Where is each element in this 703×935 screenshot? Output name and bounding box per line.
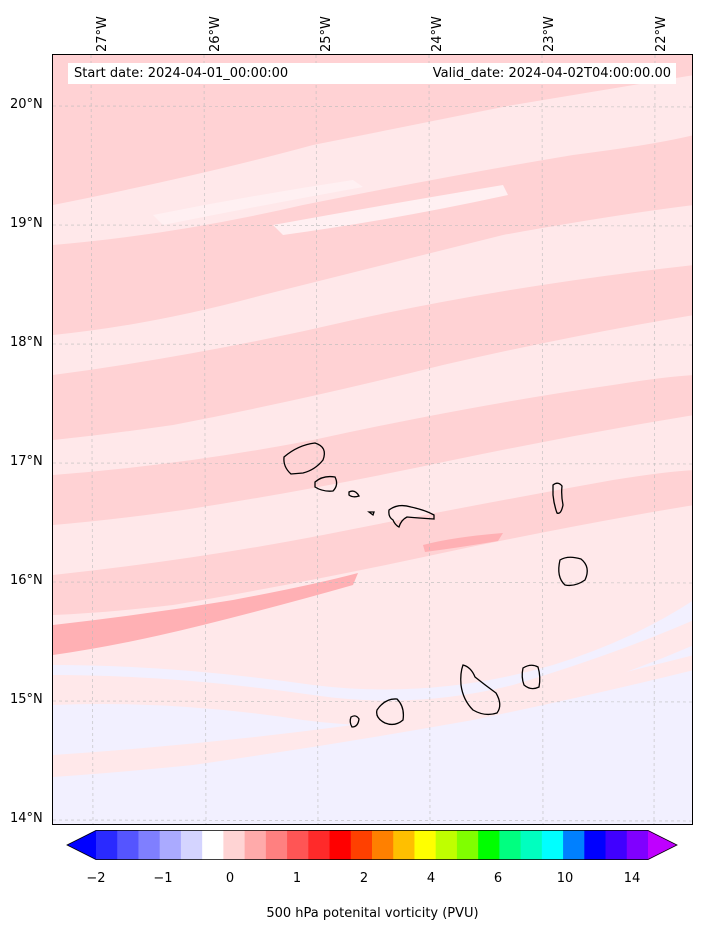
colorbar-swatch xyxy=(159,830,182,860)
start-date-text: Start date: 2024-04-01_00:00:00 xyxy=(74,66,289,81)
valid-date-text: Valid_date: 2024-04-02T04:00:00.00 xyxy=(432,66,671,81)
island-sao-vicente xyxy=(314,475,338,492)
colorbar-swatch xyxy=(520,830,543,860)
colorbar-swatch xyxy=(96,830,118,860)
colorbar-swatch xyxy=(223,830,246,860)
longitude-label: 27°W xyxy=(95,16,110,52)
colorbar-tick-label: −1 xyxy=(153,871,173,886)
latitude-label: 18°N xyxy=(10,335,43,350)
pv-band xyxy=(53,265,692,440)
colorbar-tick-label: 14 xyxy=(623,871,641,886)
pv-band xyxy=(53,655,692,777)
pv-band xyxy=(53,375,692,525)
pv-band xyxy=(53,470,692,615)
longitude-label: 23°W xyxy=(542,16,557,52)
island-branco xyxy=(367,511,375,517)
colorbar-tick-label: 2 xyxy=(359,871,369,886)
island-fogo xyxy=(376,698,405,726)
island-santiago xyxy=(460,664,501,716)
colorbar-swatch xyxy=(499,830,522,860)
colorbar-outline xyxy=(66,830,678,860)
colorbar-tick-label: 10 xyxy=(556,871,574,886)
colorbar-swatch xyxy=(265,830,288,860)
potential-vorticity-field xyxy=(53,55,692,824)
date-info-box: Start date: 2024-04-01_00:00:00 Valid_da… xyxy=(68,63,676,84)
latitude-label: 14°N xyxy=(10,811,43,826)
island-boa-vista xyxy=(558,556,588,587)
colorbar-tick-label: 1 xyxy=(292,871,302,886)
island-santa-luzia xyxy=(348,490,360,498)
longitude-label: 26°W xyxy=(208,16,223,52)
colorbar-swatch xyxy=(478,830,500,860)
pv-band xyxy=(273,185,508,235)
latitude-label: 19°N xyxy=(10,216,43,231)
colorbar-swatch xyxy=(372,830,394,860)
colorbar-swatch xyxy=(308,830,331,860)
pv-band xyxy=(153,180,363,225)
colorbar-swatch xyxy=(350,830,373,860)
island-sal xyxy=(552,482,564,514)
longitude-label: 24°W xyxy=(430,16,445,52)
latitude-label: 20°N xyxy=(10,97,43,112)
colorbar-tick-label: 4 xyxy=(426,871,436,886)
colorbar-swatch xyxy=(435,830,458,860)
island-sao-nicolau xyxy=(388,504,435,528)
colorbar-tick-label: −2 xyxy=(86,871,106,886)
colorbar-tick-label: 0 xyxy=(225,871,235,886)
map-gridlines xyxy=(53,55,692,824)
pv-band xyxy=(423,533,503,552)
colorbar-swatch xyxy=(287,830,309,860)
colorbar-swatch xyxy=(563,830,585,860)
island-brava xyxy=(349,715,360,728)
map-plot xyxy=(52,54,693,825)
colorbar-tick-label: 6 xyxy=(493,871,503,886)
colorbar-extend-high xyxy=(648,830,677,860)
longitude-label: 25°W xyxy=(319,16,334,52)
colorbar-swatch xyxy=(605,830,628,860)
colorbar-extend-low xyxy=(67,830,96,860)
colorbar xyxy=(66,830,678,860)
colorbar-swatch xyxy=(138,830,161,860)
island-santo-antao xyxy=(283,442,326,475)
colorbar-swatch xyxy=(414,830,437,860)
colorbar-swatch xyxy=(244,830,267,860)
pv-band xyxy=(53,55,692,205)
colorbar-swatch xyxy=(117,830,139,860)
colorbar-label: 500 hPa potenital vorticity (PVU) xyxy=(266,906,479,921)
latitude-label: 17°N xyxy=(10,454,43,469)
pv-band xyxy=(53,135,692,335)
colorbar-swatch xyxy=(456,830,479,860)
island-maio xyxy=(521,664,541,690)
colorbar-swatch xyxy=(329,830,352,860)
colorbar-swatch xyxy=(626,830,649,860)
latitude-label: 16°N xyxy=(10,573,43,588)
coastline-islands xyxy=(283,442,588,728)
colorbar-swatch xyxy=(584,830,607,860)
colorbar-swatch xyxy=(202,830,224,860)
longitude-label: 22°W xyxy=(654,16,669,52)
colorbar-swatch xyxy=(393,830,415,860)
latitude-label: 15°N xyxy=(10,692,43,707)
colorbar-swatch xyxy=(541,830,564,860)
colorbar-swatch xyxy=(180,830,203,860)
